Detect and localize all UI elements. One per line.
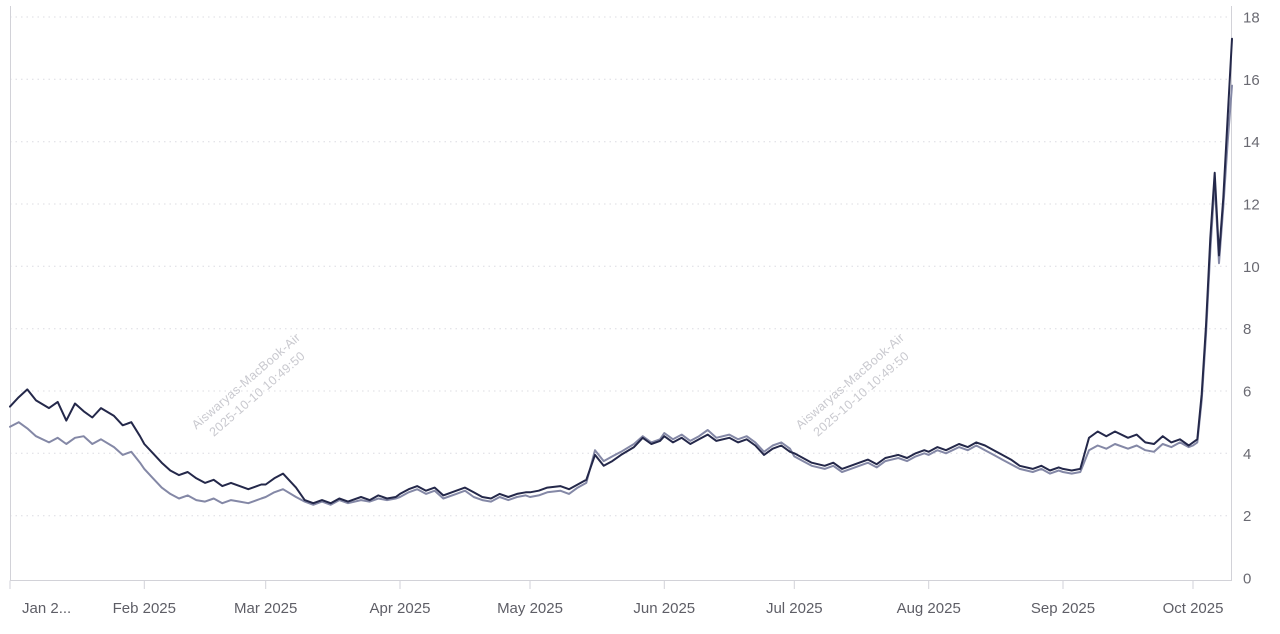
- svg-text:Jan 2...: Jan 2...: [22, 600, 71, 617]
- svg-text:6: 6: [1243, 384, 1251, 401]
- svg-text:0: 0: [1243, 571, 1251, 588]
- svg-text:Apr 2025: Apr 2025: [370, 600, 431, 617]
- svg-text:14: 14: [1243, 134, 1260, 151]
- svg-text:4: 4: [1243, 446, 1251, 463]
- svg-text:16: 16: [1243, 72, 1260, 89]
- svg-text:10: 10: [1243, 259, 1260, 276]
- svg-text:Jun 2025: Jun 2025: [633, 600, 695, 617]
- svg-text:Aug 2025: Aug 2025: [897, 600, 961, 617]
- svg-text:Jul 2025: Jul 2025: [766, 600, 823, 617]
- svg-text:Mar 2025: Mar 2025: [234, 600, 297, 617]
- svg-text:2: 2: [1243, 508, 1251, 525]
- svg-text:12: 12: [1243, 197, 1260, 214]
- svg-text:8: 8: [1243, 321, 1251, 338]
- svg-text:18: 18: [1243, 10, 1260, 27]
- svg-text:Oct 2025: Oct 2025: [1163, 600, 1224, 617]
- svg-text:Feb 2025: Feb 2025: [113, 600, 176, 617]
- svg-text:Sep 2025: Sep 2025: [1031, 600, 1095, 617]
- svg-text:May 2025: May 2025: [497, 600, 563, 617]
